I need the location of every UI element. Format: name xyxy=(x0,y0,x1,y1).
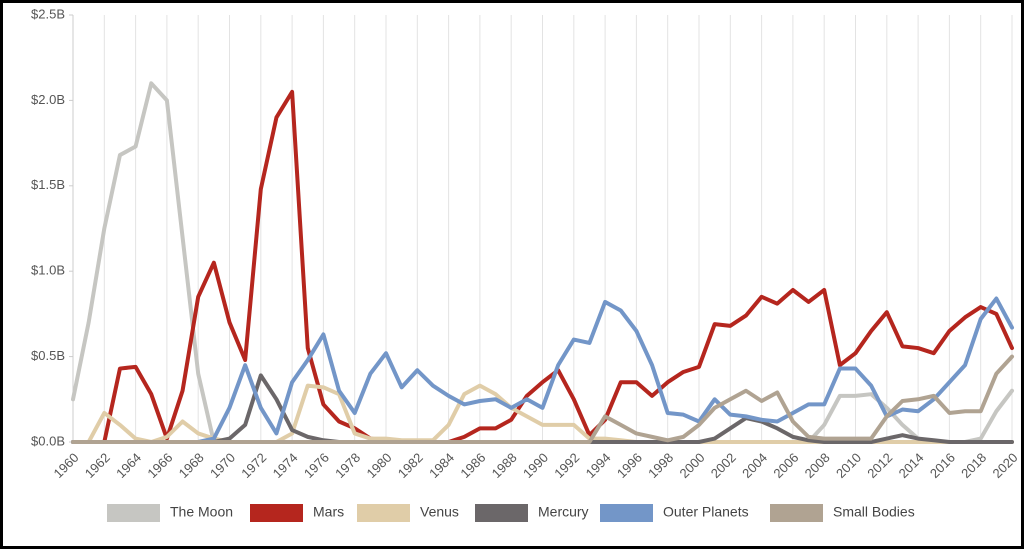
y-tick-label: $0.5B xyxy=(31,348,65,363)
legend-swatch xyxy=(250,504,303,522)
legend-swatch xyxy=(357,504,410,522)
legend-swatch xyxy=(475,504,528,522)
legend-swatch xyxy=(600,504,653,522)
series-line xyxy=(71,296,1014,444)
grid xyxy=(69,14,1013,443)
legend-label: Mercury xyxy=(538,504,589,520)
legend-swatch xyxy=(107,504,160,522)
legend-label: Outer Planets xyxy=(663,504,749,520)
lines xyxy=(71,81,1014,444)
y-tick-label: $1.5B xyxy=(31,177,65,192)
y-tick-label: $1.0B xyxy=(31,263,65,278)
legend-label: The Moon xyxy=(170,504,233,520)
legend-label: Mars xyxy=(313,504,344,520)
series-line xyxy=(71,354,1014,444)
legend-label: Venus xyxy=(420,504,459,520)
y-tick-label: $2.5B xyxy=(31,6,65,21)
y-tick-label: $2.0B xyxy=(31,92,65,107)
series-line xyxy=(71,89,1014,444)
legend-label: Small Bodies xyxy=(833,504,915,520)
y-tick-label: $0.0B xyxy=(31,433,65,448)
legend-swatch xyxy=(770,504,823,522)
